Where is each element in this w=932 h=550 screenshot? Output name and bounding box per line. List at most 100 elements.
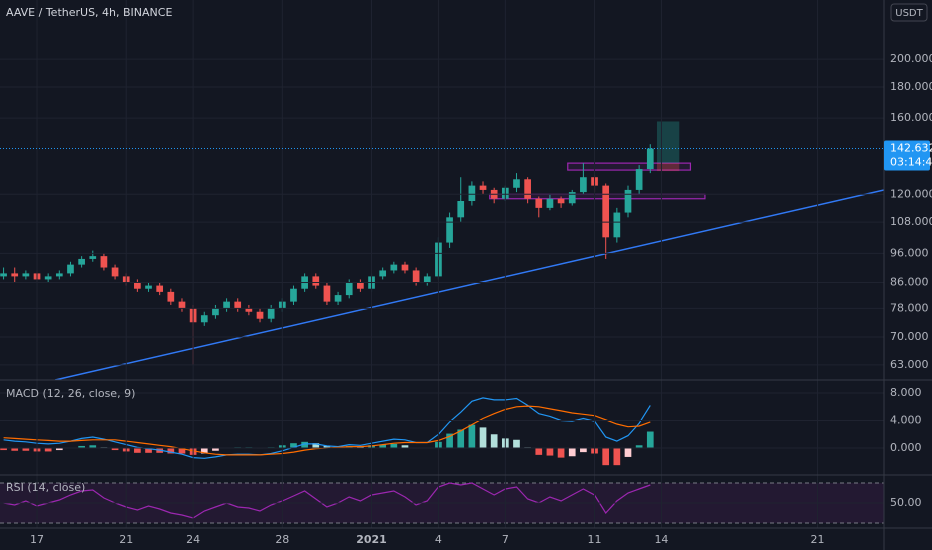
macd-histogram-bar bbox=[111, 448, 119, 451]
chart-title: AAVE / TetherUS, 4h, BINANCE bbox=[6, 6, 172, 19]
y-tick-label: 108.000 bbox=[890, 215, 932, 228]
candle-body bbox=[156, 285, 164, 292]
macd-histogram-bar bbox=[89, 445, 97, 449]
position-stop bbox=[656, 163, 680, 172]
candle-body bbox=[423, 276, 431, 283]
candle-body bbox=[613, 212, 621, 238]
candle-body bbox=[401, 264, 409, 271]
macd-histogram-bar bbox=[390, 443, 398, 449]
y-tick-label: 86.000 bbox=[890, 275, 929, 288]
candle-body bbox=[412, 270, 420, 283]
x-tick-label: 24 bbox=[186, 533, 200, 546]
macd-histogram-bar bbox=[357, 446, 364, 449]
y-tick-label: 50.00 bbox=[890, 496, 922, 509]
y-tick-label: 8.000 bbox=[890, 386, 922, 399]
y-tick-label: 200.000 bbox=[890, 52, 932, 65]
macd-histogram-bar bbox=[401, 445, 409, 449]
macd-histogram-bar bbox=[78, 445, 85, 449]
macd-histogram-bar bbox=[468, 424, 476, 449]
candle-body bbox=[256, 311, 264, 319]
candle-body bbox=[245, 308, 253, 312]
macd-histogram-bar bbox=[167, 448, 175, 454]
candle-body bbox=[479, 185, 487, 190]
macd-histogram-bar bbox=[200, 448, 208, 454]
candle-body bbox=[67, 264, 74, 274]
x-tick-label: 21 bbox=[811, 533, 825, 546]
macd-histogram-bar bbox=[624, 448, 632, 457]
candle-body bbox=[111, 267, 119, 277]
macd-histogram-bar bbox=[457, 429, 465, 449]
macd-histogram-bar bbox=[602, 448, 610, 466]
macd-histogram-bar bbox=[22, 448, 30, 451]
macd-histogram-bar bbox=[546, 448, 554, 456]
y-tick-label: 120.000 bbox=[890, 187, 932, 200]
y-tick-label: 4.000 bbox=[890, 414, 922, 427]
y-tick-label: 180.000 bbox=[890, 80, 932, 93]
x-tick-label: 28 bbox=[275, 533, 289, 546]
macd-histogram-bar bbox=[557, 448, 565, 458]
candle-body bbox=[55, 273, 63, 277]
x-tick-label: 21 bbox=[119, 533, 133, 546]
candle-body bbox=[323, 285, 331, 302]
candle-body bbox=[546, 198, 554, 208]
last-price-box bbox=[884, 140, 930, 171]
candle-body bbox=[457, 200, 465, 218]
candle-body bbox=[557, 198, 565, 204]
candle-body bbox=[78, 258, 85, 265]
candle-body bbox=[200, 315, 208, 323]
x-tick-label: 4 bbox=[435, 533, 442, 546]
macd-histogram-bar bbox=[580, 448, 587, 453]
candle-body bbox=[44, 276, 52, 280]
macd-histogram-bar bbox=[212, 448, 219, 451]
macd-histogram-bar bbox=[0, 448, 7, 451]
candle-body bbox=[11, 273, 19, 277]
macd-line bbox=[3, 397, 651, 459]
candle-body bbox=[357, 282, 364, 289]
candle-body bbox=[568, 192, 576, 204]
candle-body bbox=[212, 308, 219, 316]
candle-body bbox=[312, 276, 320, 286]
countdown-label: 03:14:44 bbox=[890, 156, 932, 169]
x-tick-label: 11 bbox=[588, 533, 602, 546]
candle-body bbox=[602, 185, 610, 238]
x-tick-label: 17 bbox=[30, 533, 44, 546]
candle-body bbox=[624, 189, 632, 213]
macd-histogram-bar bbox=[513, 439, 520, 449]
macd-histogram-bar bbox=[379, 444, 387, 449]
candle-body bbox=[223, 301, 230, 309]
macd-histogram-bar bbox=[44, 448, 52, 452]
y-tick-label: 70.000 bbox=[890, 330, 929, 343]
candle-body bbox=[635, 169, 643, 190]
rsi-line bbox=[3, 482, 651, 519]
candle-body bbox=[535, 198, 543, 208]
candle-body bbox=[167, 291, 175, 302]
y-tick-label: 96.000 bbox=[890, 246, 929, 259]
x-tick-label: 7 bbox=[502, 533, 509, 546]
macd-histogram-bar bbox=[535, 448, 543, 455]
candle-body bbox=[390, 264, 398, 271]
macd-histogram-bar bbox=[55, 448, 63, 451]
candle-body bbox=[178, 301, 186, 309]
candle-body bbox=[334, 295, 342, 302]
macd-histogram-bar bbox=[178, 448, 186, 454]
currency-label: USDT bbox=[895, 8, 923, 19]
macd-histogram-bar bbox=[145, 448, 152, 453]
macd-histogram-bar bbox=[290, 443, 297, 449]
currency-button[interactable] bbox=[890, 3, 928, 22]
candle-body bbox=[646, 148, 654, 170]
last-price-label: 142.632 bbox=[890, 142, 932, 155]
candle-body bbox=[22, 273, 30, 277]
candle-body bbox=[0, 273, 7, 277]
main-pane bbox=[0, 121, 884, 380]
macd-histogram-bar bbox=[613, 448, 621, 466]
candle-body bbox=[345, 282, 353, 296]
candle-body bbox=[290, 288, 297, 302]
macd-label: MACD (12, 26, close, 9) bbox=[6, 387, 135, 400]
macd-histogram-bar bbox=[301, 441, 308, 449]
candle-body bbox=[100, 256, 108, 268]
candle-body bbox=[446, 217, 453, 243]
candle-body bbox=[234, 301, 242, 309]
candle-body bbox=[134, 282, 141, 289]
x-tick-label: 14 bbox=[654, 533, 668, 546]
